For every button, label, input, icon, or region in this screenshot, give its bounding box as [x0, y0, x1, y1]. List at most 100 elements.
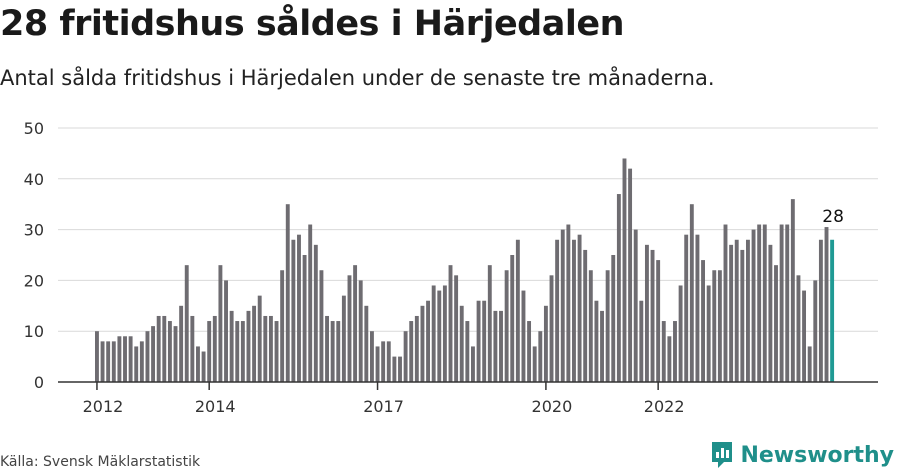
bar	[560, 229, 565, 382]
highlight-value-label: 28	[822, 207, 844, 227]
bar	[285, 204, 290, 382]
bar	[240, 321, 245, 382]
bar	[802, 290, 807, 382]
bar	[633, 229, 638, 382]
bar	[95, 331, 99, 382]
bar	[465, 321, 470, 382]
bar-highlight	[830, 239, 835, 382]
bar	[448, 265, 453, 382]
y-tick-label: 0	[34, 373, 44, 392]
bar	[566, 224, 571, 382]
bar	[341, 295, 346, 382]
bar	[510, 255, 515, 382]
bar	[555, 239, 560, 382]
bar	[774, 265, 778, 382]
bar	[504, 270, 509, 382]
bar	[757, 224, 762, 382]
bar	[179, 305, 184, 382]
x-tick-label: 2014	[195, 397, 236, 416]
bar	[499, 310, 503, 382]
bar	[588, 270, 593, 382]
bar	[268, 315, 273, 382]
brand-logo[interactable]: Newsworthy	[710, 440, 894, 470]
bar	[482, 300, 487, 382]
bar	[493, 310, 498, 382]
data-labels: 28	[822, 207, 844, 227]
bar	[117, 336, 122, 382]
bar	[302, 255, 307, 382]
bar	[577, 234, 582, 382]
bar	[308, 224, 313, 382]
bar-chart: 0 10 20 30 40 50 2012 2014 2017 2020 2022 28	[24, 119, 878, 416]
x-axis: 2012 2014 2017 2020 2022	[58, 381, 878, 416]
bar	[403, 331, 408, 382]
bar	[386, 341, 391, 382]
bar	[515, 239, 520, 382]
bar	[712, 270, 717, 382]
bar	[414, 315, 419, 382]
bar	[173, 326, 178, 382]
bar	[521, 290, 526, 382]
bar	[650, 249, 655, 382]
bar	[235, 321, 240, 382]
bar	[224, 280, 228, 382]
bar	[543, 305, 548, 382]
bar	[790, 199, 795, 382]
bar	[145, 331, 150, 382]
newsworthy-logo-icon	[712, 442, 733, 468]
bar	[134, 346, 139, 382]
bar	[471, 346, 475, 382]
bar	[246, 310, 251, 382]
bar	[605, 270, 610, 382]
bar	[167, 321, 172, 382]
y-tick-label: 40	[24, 170, 44, 189]
x-tick-label: 2012	[83, 397, 124, 416]
bar	[123, 336, 127, 382]
bar	[751, 229, 756, 382]
bar	[785, 224, 790, 382]
x-tick-label: 2022	[644, 397, 685, 416]
bar	[594, 300, 599, 382]
bar	[330, 321, 335, 382]
bar	[695, 234, 700, 382]
bar	[684, 234, 689, 382]
bar	[476, 300, 481, 382]
bar	[369, 331, 374, 382]
bar	[336, 321, 341, 382]
bar	[689, 204, 694, 382]
bar	[364, 305, 369, 382]
bar	[661, 321, 666, 382]
bar	[111, 341, 116, 382]
bar	[184, 265, 189, 382]
bar	[207, 321, 212, 382]
bar	[572, 239, 576, 382]
y-tick-label: 20	[24, 271, 44, 290]
bar	[313, 244, 318, 382]
bar	[437, 290, 442, 382]
bar	[218, 265, 223, 382]
bar	[420, 305, 425, 382]
bar	[252, 305, 257, 382]
bar	[274, 321, 279, 382]
bar	[454, 275, 459, 382]
bar	[431, 285, 436, 382]
bar	[745, 239, 750, 382]
bar	[616, 194, 621, 382]
bar	[459, 305, 464, 382]
chart-title: 28 fritidshus såldes i Härjedalen	[0, 4, 625, 44]
bar	[297, 234, 301, 382]
bar	[729, 244, 734, 382]
bar	[779, 224, 784, 382]
bar	[611, 255, 616, 382]
bar	[600, 310, 604, 382]
bar	[100, 341, 105, 382]
bar	[527, 321, 532, 382]
bar	[162, 315, 167, 382]
x-tick-label: 2017	[363, 397, 404, 416]
bar	[398, 356, 402, 382]
bar	[639, 300, 644, 382]
bar	[487, 265, 492, 382]
y-axis: 0 10 20 30 40 50	[24, 119, 44, 392]
bar	[375, 346, 380, 382]
bar	[762, 224, 767, 382]
